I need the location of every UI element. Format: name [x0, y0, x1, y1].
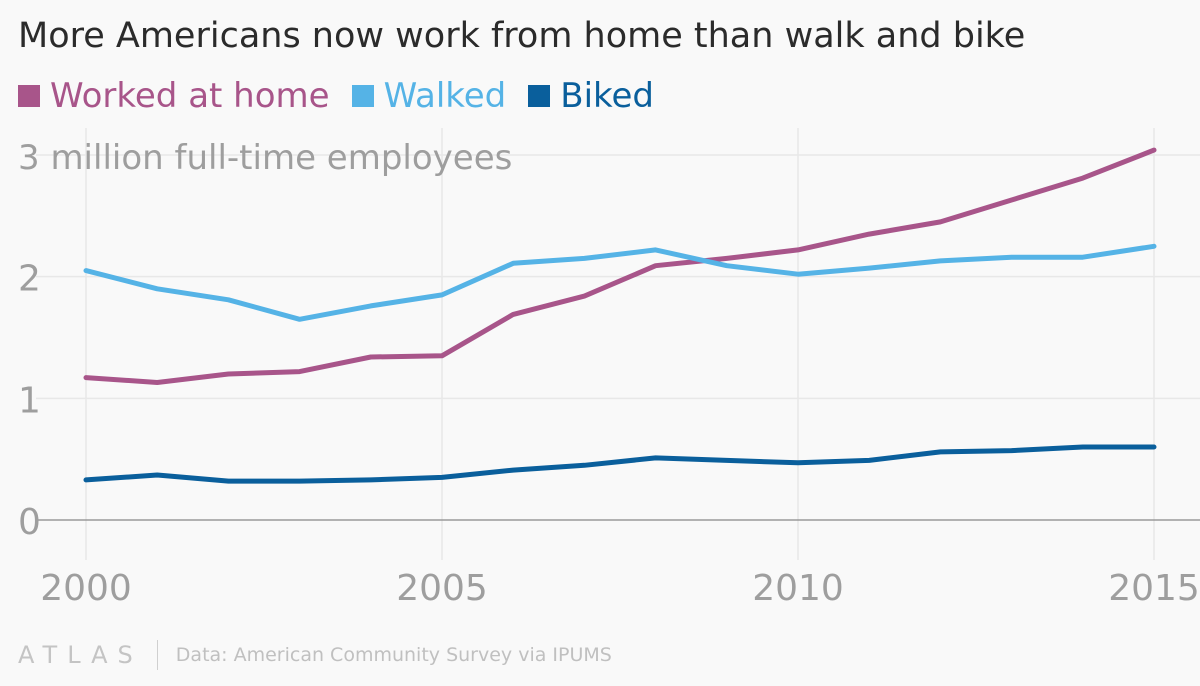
legend-item-worked-at-home: Worked at home — [18, 76, 330, 116]
y-tick-label: 2 — [18, 259, 41, 300]
legend-label-worked-at-home: Worked at home — [50, 76, 330, 116]
footer-divider — [156, 640, 158, 670]
x-tick-label: 2000 — [40, 568, 132, 609]
legend-swatch-walked — [351, 85, 374, 107]
source-note: Data: American Community Survey via IPUM… — [175, 644, 612, 666]
y-axis-label: 3 million full-time employees — [18, 138, 512, 178]
y-tick-label: 1 — [18, 380, 41, 421]
legend: Worked at home Walked Biked — [18, 76, 676, 116]
y-tick-label: 0 — [18, 502, 41, 543]
series-line-biked — [83, 444, 1157, 484]
legend-swatch-worked-at-home — [18, 85, 40, 107]
legend-item-biked: Biked — [528, 76, 654, 116]
series-line-walked — [83, 243, 1157, 322]
footer: ATLAS Data: American Community Survey vi… — [18, 640, 612, 670]
x-tick-label: 2015 — [1108, 568, 1200, 609]
x-tick-label: 2005 — [396, 568, 488, 609]
atlas-logo: ATLAS — [18, 641, 143, 669]
legend-label-biked: Biked — [560, 76, 655, 116]
chart-title: More Americans now work from home than w… — [18, 16, 1026, 56]
legend-swatch-biked — [528, 85, 551, 107]
series-line-worked-at-home — [83, 147, 1157, 385]
legend-label-walked: Walked — [383, 76, 507, 116]
x-tick-label: 2010 — [752, 568, 844, 609]
legend-item-walked: Walked — [351, 76, 507, 116]
